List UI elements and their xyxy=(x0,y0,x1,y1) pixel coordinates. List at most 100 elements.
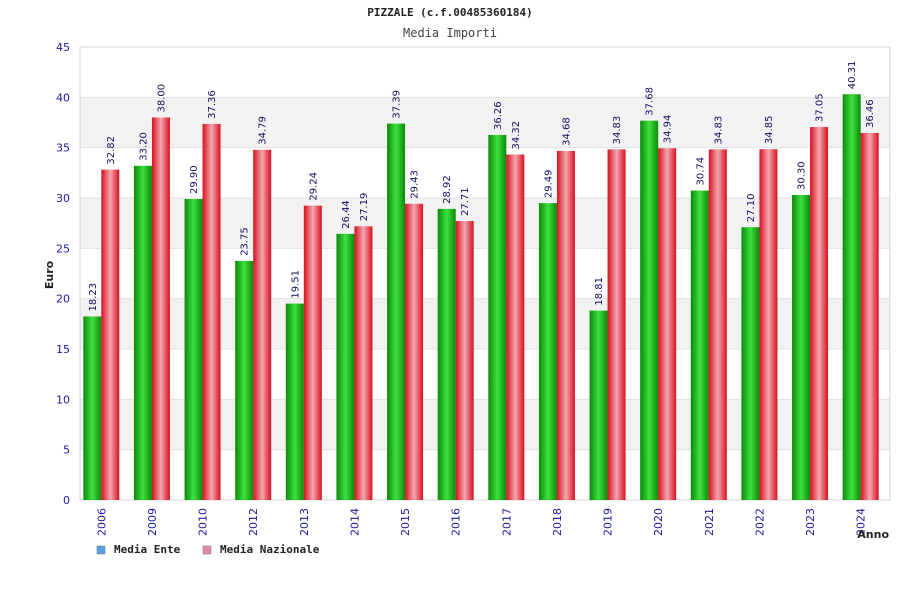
legend: Media Ente Media Nazionale xyxy=(96,543,320,556)
x-tick-label: 2013 xyxy=(298,508,311,536)
bar-media-nazionale xyxy=(607,149,626,501)
bar-media-ente xyxy=(538,203,557,500)
data-label: 34.83 xyxy=(612,116,623,145)
y-tick-label: 40 xyxy=(56,91,70,104)
bar-media-nazionale xyxy=(253,149,272,500)
bar-media-nazionale xyxy=(759,149,778,500)
data-label: 28.92 xyxy=(442,175,453,204)
bars xyxy=(83,94,879,501)
data-label: 29.43 xyxy=(410,170,421,199)
x-tick-label: 2015 xyxy=(399,508,412,536)
data-label: 32.82 xyxy=(106,136,117,165)
bar-media-ente xyxy=(83,316,102,500)
data-label: 29.49 xyxy=(543,169,554,198)
x-tick-label: 2017 xyxy=(500,508,513,536)
x-tick-label: 2020 xyxy=(652,508,665,536)
data-label: 29.24 xyxy=(308,172,319,201)
data-label: 27.19 xyxy=(359,193,370,222)
data-label: 38.00 xyxy=(156,84,167,113)
x-tick-label: 2016 xyxy=(450,508,463,536)
bar-media-nazionale xyxy=(810,127,829,500)
legend-label: Media Ente xyxy=(114,543,181,556)
data-label: 37.68 xyxy=(645,87,656,116)
x-tick-label: 2023 xyxy=(804,508,817,536)
chart-subtitle: Media Importi xyxy=(403,26,497,40)
bar-media-nazionale xyxy=(708,149,727,501)
data-label: 18.81 xyxy=(594,277,605,306)
bar-media-ente xyxy=(792,194,811,501)
plot-band xyxy=(80,47,890,98)
data-label: 36.26 xyxy=(493,101,504,130)
x-tick-label: 2024 xyxy=(855,508,868,536)
data-label: 40.31 xyxy=(847,61,858,90)
y-tick-label: 30 xyxy=(56,192,70,205)
data-label: 30.74 xyxy=(695,157,706,186)
bar-media-ente xyxy=(184,199,203,501)
x-tick-label: 2014 xyxy=(348,508,361,536)
y-tick-label: 20 xyxy=(56,293,70,306)
y-tick-label: 15 xyxy=(56,343,70,356)
bar-media-ente xyxy=(336,233,355,500)
bar-media-nazionale xyxy=(556,150,575,500)
bar-media-ente xyxy=(589,310,608,500)
data-label: 36.46 xyxy=(865,99,876,128)
bar-media-nazionale xyxy=(405,203,424,500)
bar-media-nazionale xyxy=(860,132,879,500)
legend-swatch xyxy=(202,545,212,555)
chart-title: PIZZALE (c.f.00485360184) xyxy=(367,6,533,19)
y-tick-label: 10 xyxy=(56,393,70,406)
data-label: 27.10 xyxy=(746,194,757,223)
data-label: 34.83 xyxy=(713,116,724,145)
x-axis-ticks: 2006 2009 2010 2012 2013 2014 2015 2016 2017 2018… xyxy=(95,508,867,536)
y-axis-ticks: 0 5 10 15 20 25 30 35 40 45 xyxy=(56,41,70,507)
x-tick-label: 2009 xyxy=(146,508,159,536)
bar-media-nazionale xyxy=(202,123,221,500)
x-tick-label: 2010 xyxy=(197,508,210,536)
x-tick-label: 2022 xyxy=(753,508,766,536)
data-label: 34.79 xyxy=(258,116,269,145)
bar-media-ente xyxy=(488,134,507,500)
data-label: 19.51 xyxy=(290,270,301,299)
y-axis-label: Euro xyxy=(43,260,56,289)
bar-media-nazionale xyxy=(455,221,474,500)
bar-media-nazionale xyxy=(506,154,525,500)
bar-media-ente xyxy=(235,260,254,500)
bar-media-ente xyxy=(842,94,861,500)
bar-media-nazionale xyxy=(354,226,373,500)
x-tick-label: 2012 xyxy=(247,508,260,536)
data-label: 18.23 xyxy=(88,283,99,312)
y-tick-label: 0 xyxy=(63,494,70,507)
bar-media-ente xyxy=(690,190,709,500)
bar-media-ente xyxy=(741,227,760,500)
legend-label: Media Nazionale xyxy=(220,543,320,556)
plot-frame xyxy=(79,46,891,501)
data-label: 37.36 xyxy=(207,90,218,119)
data-label: 34.32 xyxy=(511,121,522,150)
x-tick-label: 2021 xyxy=(703,508,716,536)
y-tick-label: 25 xyxy=(56,242,70,255)
data-label: 29.90 xyxy=(189,165,200,194)
data-label: 37.39 xyxy=(392,90,403,119)
data-label: 34.85 xyxy=(764,116,775,145)
x-tick-label: 2018 xyxy=(551,508,564,536)
bar-media-ente xyxy=(640,120,659,501)
x-axis-label: Anno xyxy=(857,528,889,541)
bar-media-ente xyxy=(387,123,406,500)
bar-media-nazionale xyxy=(658,148,677,500)
data-label: 26.44 xyxy=(341,200,352,229)
y-tick-label: 35 xyxy=(56,142,70,155)
bar-media-nazionale xyxy=(101,169,120,500)
x-tick-label: 2006 xyxy=(95,508,108,536)
bar-media-ente xyxy=(133,165,152,500)
x-tick-label: 2019 xyxy=(602,508,615,536)
data-label: 33.20 xyxy=(138,132,149,161)
data-label: 23.75 xyxy=(240,227,251,256)
bar-media-nazionale xyxy=(151,117,170,500)
y-tick-label: 45 xyxy=(56,41,70,54)
data-labels: 18.23 32.82 33.20 38.00 29.90 37.36 23.75 34.79… xyxy=(88,61,876,312)
y-tick-label: 5 xyxy=(63,444,70,457)
data-label: 34.68 xyxy=(561,117,572,146)
bar-media-ente xyxy=(285,303,304,500)
